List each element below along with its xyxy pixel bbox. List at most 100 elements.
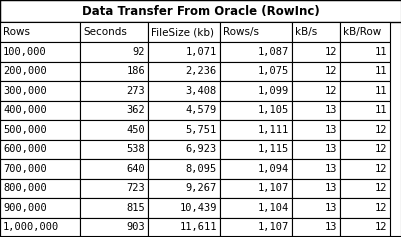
Bar — [0, 159, 80, 178]
Bar — [219, 120, 291, 140]
Bar — [291, 120, 339, 140]
Bar — [291, 140, 339, 159]
Bar — [291, 81, 339, 100]
Text: 12: 12 — [374, 144, 386, 154]
Bar — [291, 178, 339, 198]
Bar — [219, 140, 291, 159]
Bar — [80, 218, 148, 237]
Text: 1,075: 1,075 — [257, 66, 288, 76]
Text: 1,099: 1,099 — [257, 86, 288, 96]
Bar — [219, 100, 291, 120]
Text: Rows: Rows — [3, 27, 30, 37]
Bar — [219, 198, 291, 218]
Bar — [80, 198, 148, 218]
Bar — [80, 61, 148, 81]
Bar — [219, 178, 291, 198]
Text: 903: 903 — [126, 222, 145, 232]
Text: Seconds: Seconds — [83, 27, 127, 37]
Text: 13: 13 — [324, 164, 336, 174]
Text: 600,000: 600,000 — [3, 144, 47, 154]
Bar — [148, 120, 219, 140]
Bar — [219, 159, 291, 178]
Bar — [339, 218, 389, 237]
Text: 1,094: 1,094 — [257, 164, 288, 174]
Bar — [0, 140, 80, 159]
Bar — [0, 61, 80, 81]
Bar — [148, 218, 219, 237]
Bar — [80, 100, 148, 120]
Bar — [148, 159, 219, 178]
Text: 500,000: 500,000 — [3, 125, 47, 135]
Text: 6,923: 6,923 — [185, 144, 217, 154]
Text: 1,104: 1,104 — [257, 203, 288, 213]
Text: 186: 186 — [126, 66, 145, 76]
Text: 11: 11 — [374, 66, 386, 76]
Bar — [291, 42, 339, 61]
Bar — [339, 159, 389, 178]
Bar — [291, 22, 339, 42]
Bar — [148, 61, 219, 81]
Bar — [339, 81, 389, 100]
Text: kB/Row: kB/Row — [342, 27, 380, 37]
Text: 300,000: 300,000 — [3, 86, 47, 96]
Text: 4,579: 4,579 — [185, 105, 217, 115]
Text: 8,095: 8,095 — [185, 164, 217, 174]
Text: 1,111: 1,111 — [257, 125, 288, 135]
Text: 12: 12 — [324, 47, 336, 57]
Bar — [148, 100, 219, 120]
Text: 12: 12 — [374, 222, 386, 232]
Text: Rows/s: Rows/s — [223, 27, 258, 37]
Text: 1,115: 1,115 — [257, 144, 288, 154]
Bar — [0, 42, 80, 61]
Bar — [291, 61, 339, 81]
Text: 12: 12 — [374, 164, 386, 174]
Bar — [80, 81, 148, 100]
Text: 723: 723 — [126, 183, 145, 193]
Text: 400,000: 400,000 — [3, 105, 47, 115]
Bar — [80, 140, 148, 159]
Bar — [339, 42, 389, 61]
Bar — [219, 218, 291, 237]
Text: 5,751: 5,751 — [185, 125, 217, 135]
Bar — [80, 22, 148, 42]
Text: kB/s: kB/s — [294, 27, 316, 37]
Text: 11: 11 — [374, 47, 386, 57]
Bar — [0, 198, 80, 218]
Bar — [339, 22, 389, 42]
Bar — [219, 61, 291, 81]
Text: 13: 13 — [324, 203, 336, 213]
Bar — [0, 0, 401, 22]
Bar — [0, 81, 80, 100]
Text: 12: 12 — [374, 203, 386, 213]
Bar — [148, 22, 219, 42]
Text: 11: 11 — [374, 86, 386, 96]
Text: 1,107: 1,107 — [257, 183, 288, 193]
Text: 700,000: 700,000 — [3, 164, 47, 174]
Bar — [80, 120, 148, 140]
Text: 9,267: 9,267 — [185, 183, 217, 193]
Bar — [291, 198, 339, 218]
Bar — [339, 178, 389, 198]
Text: Data Transfer From Oracle (RowInc): Data Transfer From Oracle (RowInc) — [82, 5, 319, 18]
Text: 1,087: 1,087 — [257, 47, 288, 57]
Text: 13: 13 — [324, 125, 336, 135]
Text: 2,236: 2,236 — [185, 66, 217, 76]
Text: 1,071: 1,071 — [185, 47, 217, 57]
Text: FileSize (kb): FileSize (kb) — [151, 27, 213, 37]
Bar — [0, 22, 80, 42]
Text: 815: 815 — [126, 203, 145, 213]
Bar — [219, 22, 291, 42]
Text: 1,105: 1,105 — [257, 105, 288, 115]
Text: 13: 13 — [324, 105, 336, 115]
Text: 362: 362 — [126, 105, 145, 115]
Bar — [0, 218, 80, 237]
Bar — [0, 120, 80, 140]
Bar — [339, 100, 389, 120]
Bar — [291, 159, 339, 178]
Text: 450: 450 — [126, 125, 145, 135]
Bar — [80, 178, 148, 198]
Text: 3,408: 3,408 — [185, 86, 217, 96]
Text: 1,000,000: 1,000,000 — [3, 222, 59, 232]
Text: 800,000: 800,000 — [3, 183, 47, 193]
Bar — [339, 198, 389, 218]
